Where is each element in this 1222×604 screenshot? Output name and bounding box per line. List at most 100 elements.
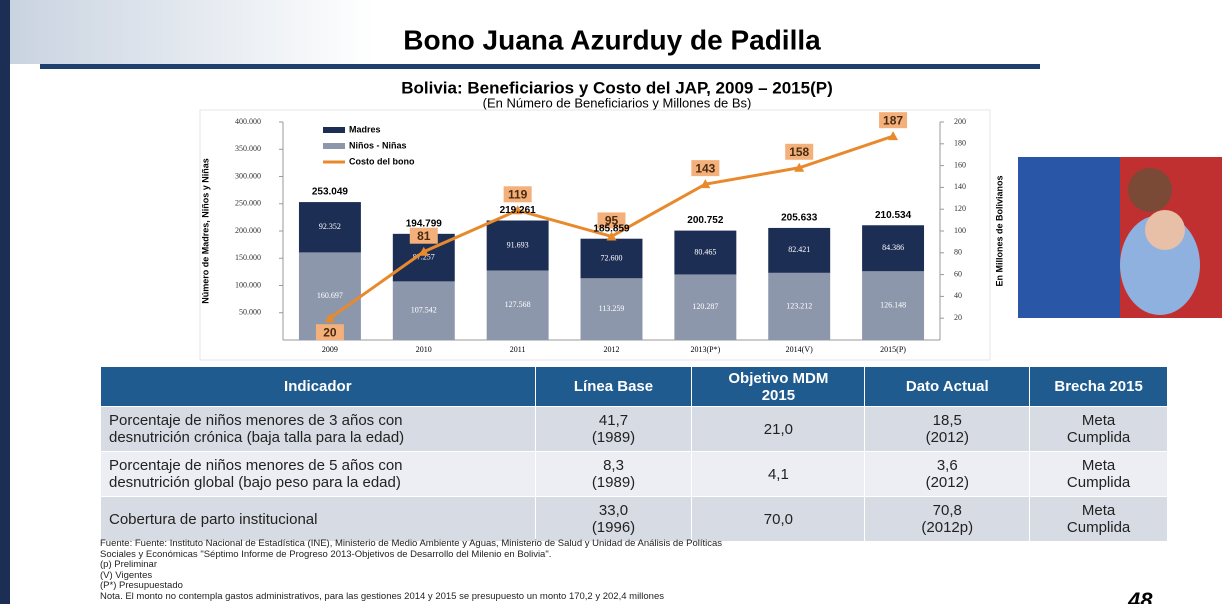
cell-text: Meta [1038,502,1159,519]
footer: Fuente: Fuente: Instituto Nacional de Es… [100,539,722,602]
legend-label: Costo del bono [349,156,415,166]
cell-text: 41,7 [544,412,684,429]
segment-label: 123.212 [786,301,812,310]
segment-label: 72.600 [601,253,623,262]
cell-text: Cobertura de parto institucional [109,511,527,528]
segment-label: 107.542 [411,306,437,315]
value-label: 119 [508,187,528,201]
segment-label: 80.465 [694,247,716,256]
table-cell: 33,0(1996) [535,497,692,542]
cell-text: 21,0 [700,421,856,438]
total-label: 253.049 [312,187,349,198]
table-row: Porcentaje de niños menores de 5 años co… [101,452,1168,497]
x-tick-label: 2015(P) [880,345,906,354]
y-tick-label: 200.000 [235,226,261,235]
y2-tick-label: 180 [954,139,966,148]
y2-tick-label: 100 [954,226,966,235]
y-tick-label: 150.000 [235,253,261,262]
slide-title: Bono Juana Azurduy de Padilla [403,24,821,55]
slide: Bono Juana Azurduy de Padilla Bolivia: B… [0,0,1222,604]
cell-text: 33,0 [544,502,684,519]
total-label: 185.859 [593,223,630,234]
table-header-cell: Indicador [101,367,536,407]
table-cell: 41,7(1989) [535,407,692,452]
y2-tick-label: 60 [954,269,962,278]
table-cell: 70,0 [692,497,865,542]
cell-text: Porcentaje de niños menores de 5 años co… [109,457,527,474]
segment-label: 113.259 [599,304,625,313]
y-tick-label: 100.000 [235,280,261,289]
table-cell: MetaCumplida [1030,452,1168,497]
cell-text: Cumplida [1038,429,1159,446]
segment-label: 84.386 [882,243,904,252]
cell-text: (1989) [544,474,684,491]
segment-label: 127.568 [505,300,531,309]
total-label: 205.633 [781,213,818,224]
table-cell: Porcentaje de niños menores de 5 años co… [101,452,536,497]
cell-text: (1996) [544,519,684,536]
y2-tick-label: 40 [954,291,962,300]
y-tick-label: 300.000 [235,171,261,180]
total-label: 194.799 [406,218,443,229]
chart-subtitle: (En Número de Beneficiarios y Millones d… [483,95,752,110]
segment-label: 160.697 [317,291,343,300]
table-cell: Cobertura de parto institucional [101,497,536,542]
table-cell: Porcentaje de niños menores de 3 años co… [101,407,536,452]
cell-text: 18,5 [873,412,1021,429]
y2-axis-title: En Millones de Bolivianos [994,175,1004,286]
value-label: 187 [883,113,903,127]
title-rule [40,64,1040,69]
table-cell: 70,8(2012p) [865,497,1030,542]
value-label: 143 [695,161,715,175]
table-header-cell: Brecha 2015 [1030,367,1168,407]
table-header-cell: Línea Base [535,367,692,407]
value-label: 20 [323,325,337,339]
segment-label: 92.352 [319,222,341,231]
segment-label: 91.693 [507,240,529,249]
cell-text: 8,3 [544,457,684,474]
segment-label: 126.148 [880,300,906,309]
x-tick-label: 2011 [510,345,526,354]
footer-line: (V) Vigentes [100,571,722,582]
header-text: Indicador [109,378,527,395]
cell-text: Cumplida [1038,474,1159,491]
legend-label: Madres [349,124,381,134]
table-cell: MetaCumplida [1030,407,1168,452]
photo [1018,157,1222,318]
table-cell: 4,1 [692,452,865,497]
footer-line: (P*) Presupuestado [100,581,722,592]
total-label: 200.752 [687,215,724,226]
y2-tick-label: 140 [954,182,966,191]
table-cell: 18,5(2012) [865,407,1030,452]
cell-text: Meta [1038,412,1159,429]
y-tick-label: 350.000 [235,144,261,153]
table-row: Cobertura de parto institucional 33,0(199… [101,497,1168,542]
cell-text: desnutrición global (bajo peso para la e… [109,474,527,491]
header-text: Objetivo MDM [700,370,856,387]
segment-label: 82.421 [788,245,810,254]
x-tick-label: 2013(P*) [690,345,720,354]
cell-text: 4,1 [700,466,856,483]
header-text: Brecha 2015 [1038,378,1159,395]
value-label: 158 [789,145,809,159]
total-label: 219.261 [500,205,537,216]
cell-text: 3,6 [873,457,1021,474]
x-tick-label: 2014(V) [786,345,813,354]
x-tick-label: 2009 [322,345,338,354]
x-tick-label: 2012 [604,345,620,354]
footer-line: Sociales y Económicas "Séptimo Informe d… [100,550,722,561]
segment-label: 120.287 [692,302,718,311]
page-number: 48 [1128,588,1152,604]
y-tick-label: 400.000 [235,117,261,126]
y-tick-label: 250.000 [235,199,261,208]
footer-line: (p) Preliminar [100,560,722,571]
cell-text: Meta [1038,457,1159,474]
cell-text: (2012) [873,474,1021,491]
y2-tick-label: 20 [954,313,962,322]
table-header-cell: Dato Actual [865,367,1030,407]
table-cell: 21,0 [692,407,865,452]
total-label: 210.534 [875,210,912,221]
